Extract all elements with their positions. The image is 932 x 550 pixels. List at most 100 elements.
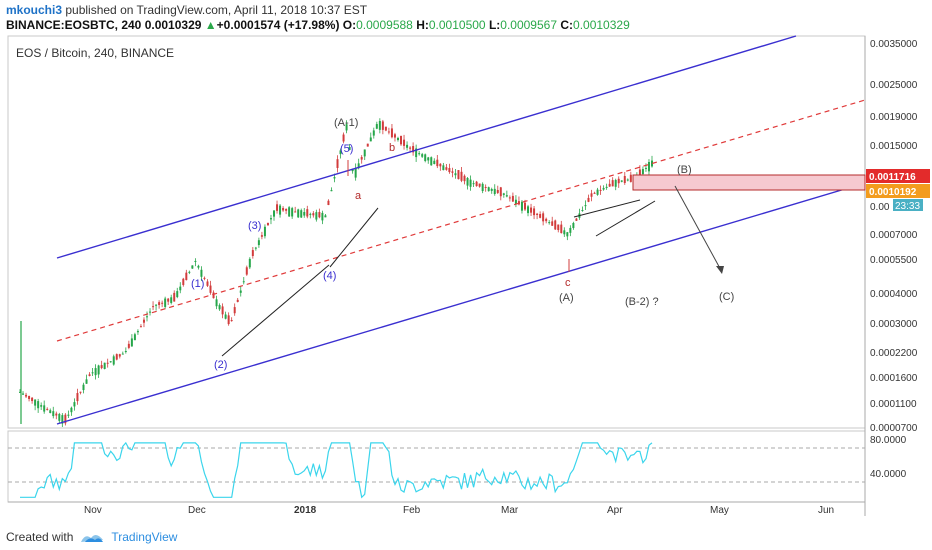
publisher-username[interactable]: mkouchi3 [6, 3, 63, 17]
candle-body [109, 361, 112, 363]
candle-body [345, 124, 348, 131]
arrow-head-icon [716, 266, 724, 274]
candle-body [572, 222, 575, 228]
candle-body [439, 163, 442, 167]
main-pane [7, 35, 866, 429]
candle-body [481, 183, 484, 192]
candle-body [587, 197, 590, 202]
triangle-lower-line[interactable] [595, 200, 656, 237]
footer: Created with TradingView [6, 530, 177, 544]
time-tick: Jun [818, 505, 834, 516]
candle-body [230, 320, 233, 322]
candle-body [266, 223, 269, 226]
wave-label-B: (B) [677, 164, 692, 176]
candle-body [149, 311, 152, 313]
candle-body [418, 153, 421, 155]
candle-body [415, 148, 418, 158]
channel-upper-line[interactable] [56, 35, 797, 259]
candle-body [91, 372, 94, 374]
time-tick: Nov [84, 505, 102, 516]
target-box[interactable] [632, 174, 866, 191]
candle-body [629, 174, 632, 182]
candle-body [185, 272, 188, 281]
candle-body [396, 137, 399, 141]
chart-title: EOS / Bitcoin, 240, BINANCE [16, 46, 175, 60]
wave-label-a: a [355, 190, 362, 202]
candle-body [517, 201, 520, 205]
candle-body [94, 368, 97, 376]
candle-body [496, 189, 499, 193]
candle-body [25, 394, 28, 397]
candle-body [28, 396, 31, 399]
candle-body [445, 167, 448, 170]
time-tick: Mar [501, 505, 519, 516]
candle-body [276, 204, 279, 211]
price-tick: 0.0002200 [870, 348, 918, 359]
candle-body [475, 181, 478, 187]
candle-body [194, 260, 197, 262]
candle-body [502, 193, 505, 195]
open-value: 0.0009588 [356, 18, 413, 32]
candle-body [173, 292, 176, 302]
channel-median-line[interactable] [56, 99, 866, 342]
price-tick: 0.0035000 [870, 39, 918, 50]
projection-arrow-line[interactable] [674, 185, 723, 273]
price-tick: 0.0015000 [870, 141, 918, 152]
candle-body [348, 147, 351, 150]
candle-body [617, 178, 620, 184]
trendline-wave-a[interactable] [329, 207, 379, 268]
price-tick: 0.0025000 [870, 80, 918, 91]
candle-body [251, 250, 254, 256]
candle-body [569, 227, 572, 233]
candle-body [499, 187, 502, 197]
candle-body [236, 299, 239, 302]
candle-body [164, 298, 167, 307]
candle-body [118, 354, 121, 357]
candle-body [85, 379, 88, 384]
last-price: 0.0010329 [144, 18, 202, 32]
candle-body [505, 195, 508, 197]
wave-label-c: c [565, 277, 571, 289]
candle-body [209, 285, 212, 293]
candle-body [31, 397, 34, 402]
published-text: published on TradingView.com, April 11, … [65, 3, 368, 17]
candle-body [254, 247, 257, 249]
triangle-upper-line[interactable] [573, 199, 641, 218]
candle-body [124, 351, 127, 353]
candle-body [197, 265, 200, 268]
candle-body [127, 343, 130, 348]
candle-body [378, 120, 381, 130]
candle-body [381, 121, 384, 130]
tradingview-brand[interactable]: TradingView [111, 530, 178, 544]
candle-body [273, 210, 276, 217]
candle-body [40, 405, 43, 407]
candle-body [288, 207, 291, 217]
candle-body [393, 134, 396, 138]
candle-body [460, 171, 463, 181]
candle-body [514, 199, 517, 204]
time-tick: Feb [403, 505, 421, 516]
candle-body [285, 208, 288, 211]
candle-body [366, 143, 369, 147]
candle-body [469, 179, 472, 187]
price-tick: 0.0004000 [870, 289, 918, 300]
candle-body [530, 207, 533, 213]
wave-label-2: (2) [214, 359, 227, 371]
candle-body [478, 183, 481, 187]
candle-body [309, 213, 312, 215]
candle-body [400, 135, 403, 145]
candle-body [112, 356, 115, 365]
candle-body [508, 197, 511, 199]
candle-body [19, 391, 21, 393]
channel-lower-line[interactable] [56, 182, 866, 425]
candle-body [424, 154, 427, 161]
candle-body [490, 189, 493, 191]
trendline-wave-2-4[interactable] [221, 264, 330, 357]
candle-body [548, 222, 551, 224]
candle-body [55, 413, 58, 416]
candle-body [224, 314, 227, 319]
candle-body [421, 154, 424, 157]
candle-body [560, 224, 563, 234]
candle-body [409, 147, 412, 149]
